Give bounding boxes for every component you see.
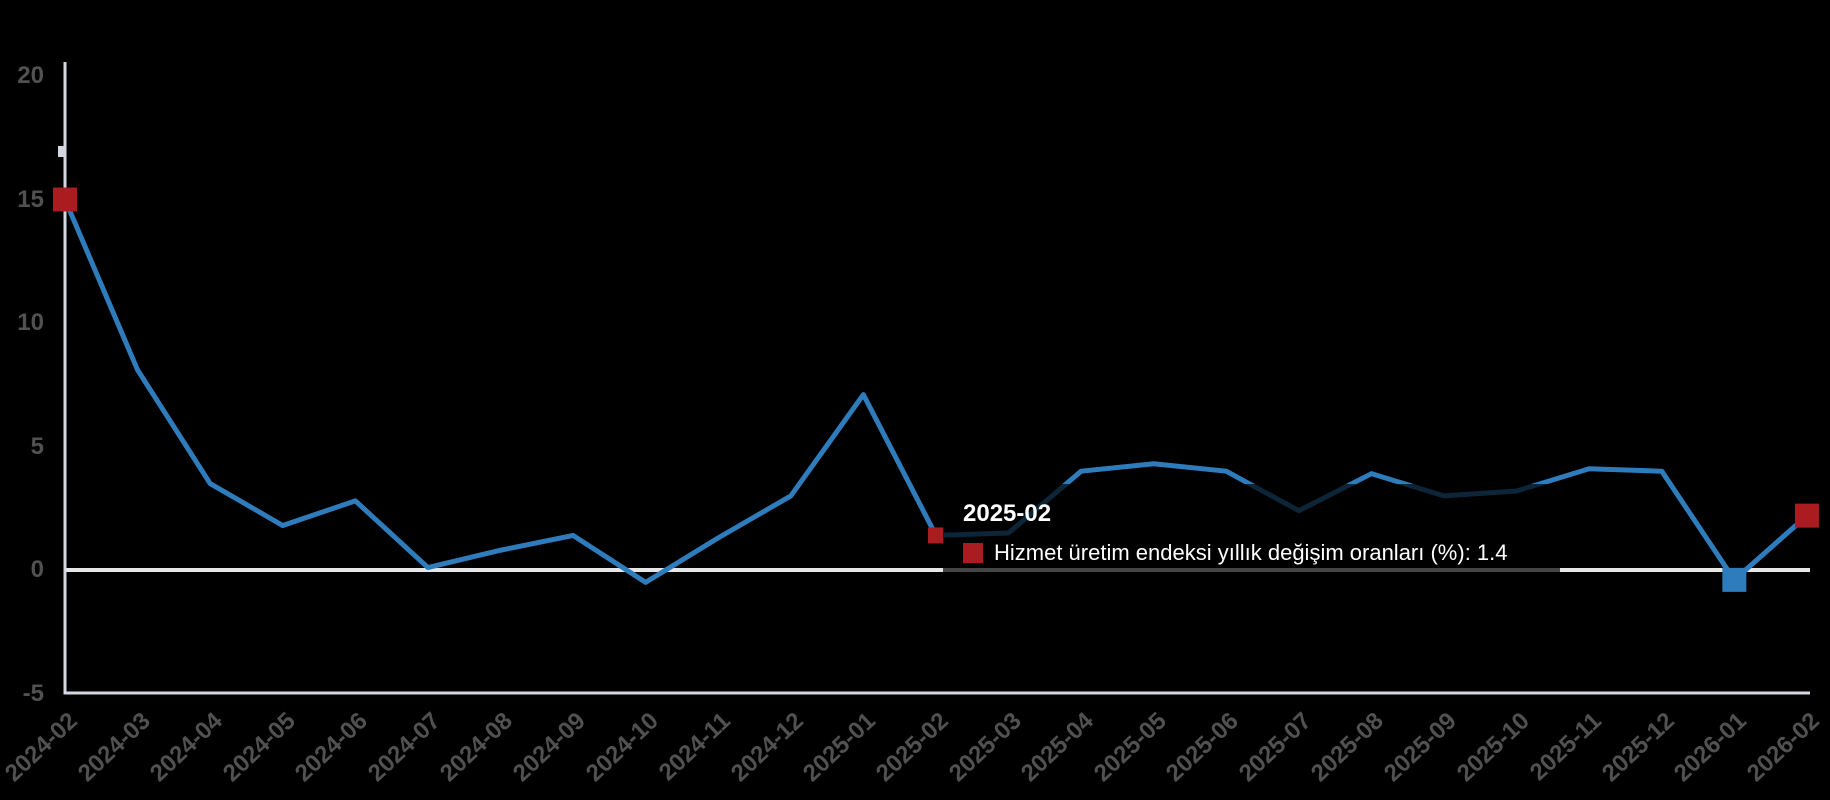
legend-marker-icon [963, 543, 983, 563]
y-tick-label: 5 [30, 432, 44, 460]
tooltip-title: 2025-02 [963, 500, 1052, 527]
tooltip-series-value: Hizmet üretim endeksi yıllık değişim ora… [994, 540, 1508, 565]
y-tick-label: 15 [17, 185, 44, 213]
tooltip-series-row: Hizmet üretim endeksi yıllık değişim ora… [963, 541, 1540, 565]
tooltip: 2025-02 Hizmet üretim endeksi yıllık değ… [943, 484, 1560, 574]
y-tick-label: -5 [22, 679, 44, 707]
y-tick-label: 10 [17, 309, 44, 336]
y-tick-label: 0 [30, 556, 44, 583]
point-marker-2026-02[interactable] [1794, 503, 1819, 528]
point-marker-2024-02[interactable] [53, 187, 77, 212]
y-axis-tick [58, 146, 65, 157]
y-tick-label: 20 [17, 62, 44, 89]
point-marker-2026-01[interactable] [1722, 567, 1747, 592]
point-marker-2025-02[interactable] [927, 527, 944, 544]
